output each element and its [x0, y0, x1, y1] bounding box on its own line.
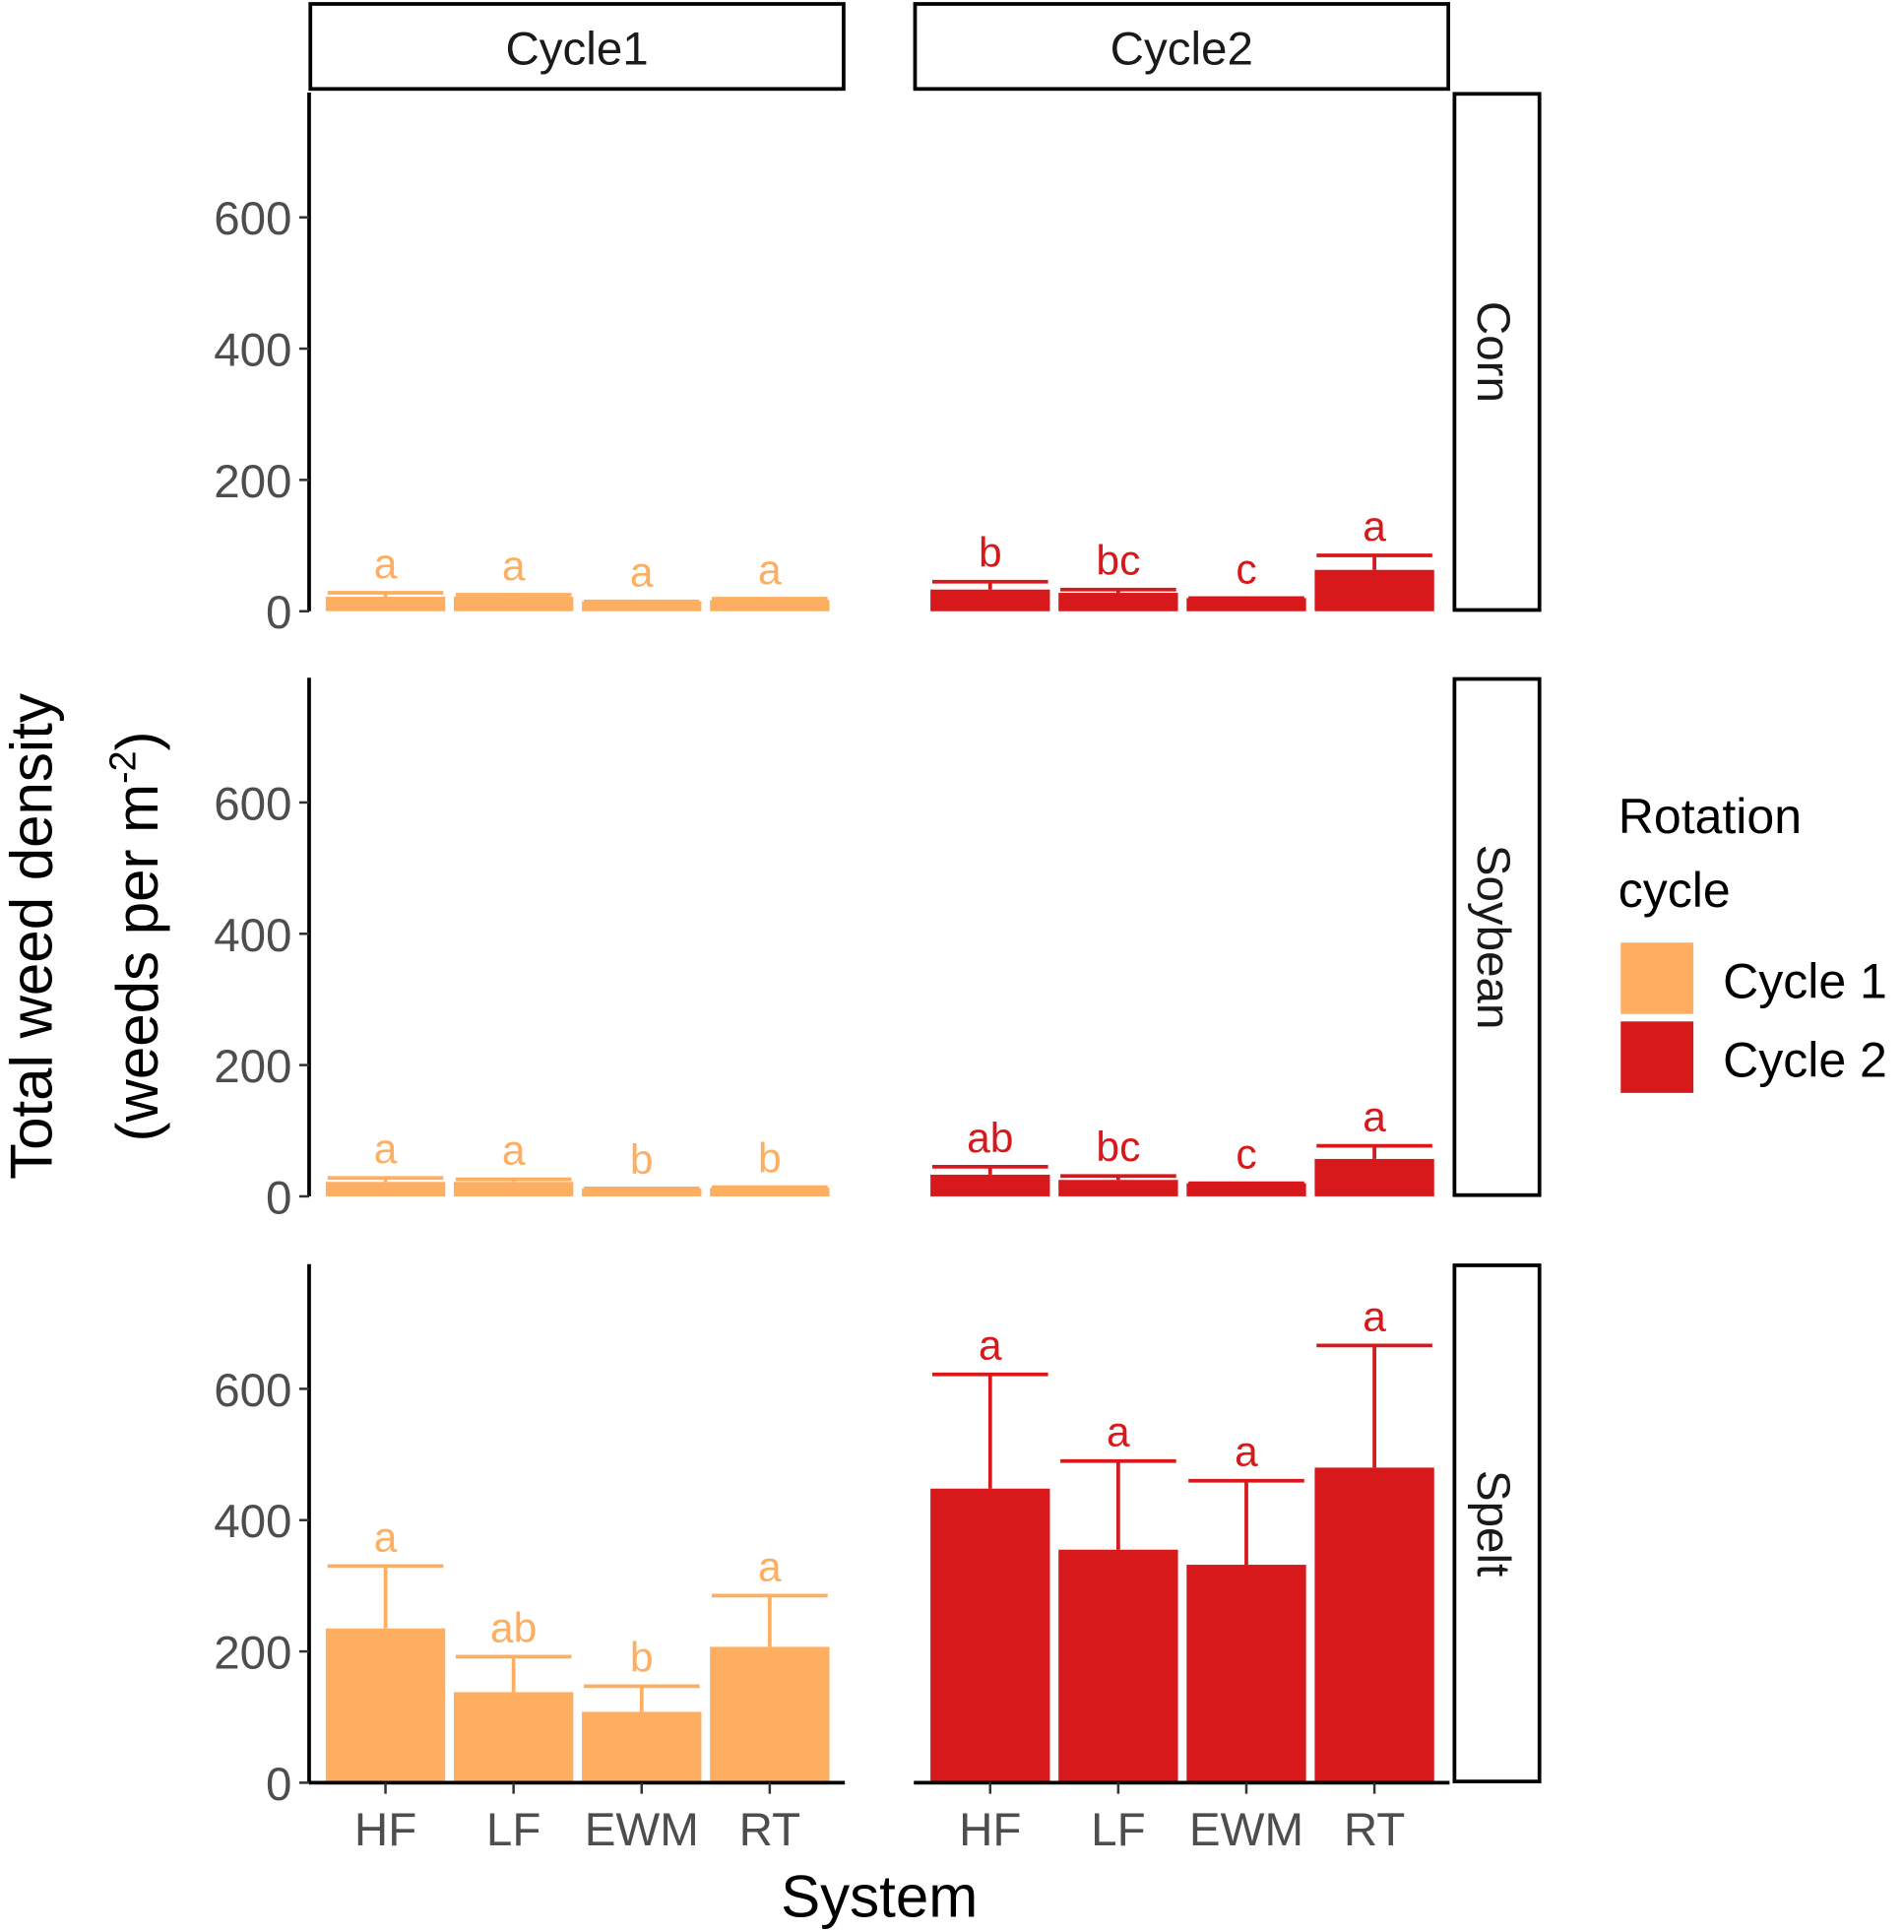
facet-strip-label: Cycle2 [1111, 23, 1253, 75]
bar-corn-cycle2-hf [930, 589, 1050, 612]
y-tick-label: 0 [266, 1759, 291, 1811]
bar-spelt-cycle1-rt [710, 1646, 830, 1783]
x-tick-label: RT [739, 1804, 800, 1856]
legend-title-line1: Rotation [1618, 789, 1802, 844]
bar-corn-cycle1-rt [710, 600, 830, 612]
bar-soybean-cycle2-ewm [1186, 1183, 1306, 1196]
y-tick-label: 400 [214, 910, 291, 962]
bar-spelt-cycle2-lf [1058, 1549, 1178, 1783]
significance-letter: c [1236, 1131, 1256, 1179]
bar-corn-cycle1-ewm [582, 601, 702, 612]
x-tick-label: LF [486, 1804, 540, 1856]
significance-letter: b [979, 530, 1002, 577]
significance-letter: a [1363, 1293, 1386, 1340]
significance-letter: a [374, 1513, 398, 1561]
y-axis-title-line1: Total weed density [0, 693, 65, 1180]
y-axis-title-line2: (weeds per m-2) [102, 731, 171, 1141]
y-tick-label: 200 [214, 456, 291, 508]
bar-soybean-cycle1-ewm [582, 1188, 702, 1196]
significance-letter: b [630, 1136, 654, 1184]
y-tick-label: 200 [214, 1041, 291, 1093]
facet-strip-spelt [1452, 1263, 1542, 1784]
significance-letter: a [1235, 1429, 1258, 1476]
significance-letter: a [758, 1543, 782, 1590]
significance-letter: c [1236, 546, 1256, 593]
facet-strip-label: Cycle1 [505, 23, 648, 75]
x-axis-title: System [781, 1864, 978, 1930]
legend-key-cycle1 [1620, 942, 1694, 1014]
significance-letter: a [1363, 503, 1386, 550]
facet-strip-label: Corn [1467, 301, 1519, 403]
facet-strip-cycle2 [913, 2, 1451, 92]
y-tick-label: 600 [214, 193, 291, 245]
y-tick-label: 0 [266, 1172, 291, 1224]
bar-corn-cycle1-hf [325, 597, 446, 612]
bar-soybean-cycle1-hf [325, 1182, 446, 1196]
legend-label-cycle2: Cycle 2 [1723, 1033, 1887, 1088]
significance-letter: a [758, 547, 782, 594]
significance-letter: a [979, 1322, 1002, 1370]
significance-letter: a [502, 543, 526, 590]
legend-title-line2: cycle [1618, 863, 1731, 918]
y-tick-label: 200 [214, 1628, 291, 1680]
facet-strip-label: Spelt [1467, 1470, 1519, 1577]
significance-letter: b [758, 1135, 782, 1183]
x-tick-label: HF [959, 1804, 1021, 1856]
y-tick-label: 400 [214, 1496, 291, 1548]
x-tick-label: EWM [585, 1804, 699, 1856]
bar-soybean-cycle1-lf [453, 1182, 574, 1196]
significance-letter: ab [490, 1604, 537, 1651]
bar-soybean-cycle2-hf [930, 1174, 1050, 1196]
significance-letter: bc [1096, 538, 1140, 585]
bar-spelt-cycle1-hf [325, 1628, 446, 1783]
bar-spelt-cycle1-ewm [582, 1711, 702, 1783]
bar-soybean-cycle2-rt [1314, 1158, 1434, 1196]
significance-letter: a [1363, 1094, 1386, 1141]
significance-letter: a [630, 549, 654, 597]
facet-strip-cycle1 [308, 2, 846, 92]
bar-corn-cycle2-ewm [1186, 598, 1306, 612]
significance-letter: a [374, 541, 398, 588]
y-tick-label: 400 [214, 325, 291, 377]
x-tick-label: EWM [1189, 1804, 1303, 1856]
bar-spelt-cycle1-lf [453, 1692, 574, 1783]
legend-key-cycle2 [1620, 1021, 1694, 1093]
bar-corn-cycle2-lf [1058, 593, 1178, 612]
significance-letter: a [374, 1126, 398, 1173]
bar-spelt-cycle2-ewm [1186, 1565, 1306, 1783]
facet-strip-corn [1452, 92, 1542, 612]
y-tick-label: 0 [266, 587, 291, 639]
bar-corn-cycle2-rt [1314, 569, 1434, 612]
facet-strip-label: Soybean [1467, 845, 1519, 1030]
x-tick-label: HF [354, 1804, 416, 1856]
y-tick-label: 600 [214, 1365, 291, 1417]
significance-letter: bc [1096, 1124, 1140, 1171]
significance-letter: a [1107, 1409, 1130, 1456]
bar-spelt-cycle2-rt [1314, 1467, 1434, 1783]
significance-letter: ab [967, 1115, 1013, 1162]
y-tick-label: 600 [214, 778, 291, 830]
significance-letter: b [630, 1634, 654, 1681]
bar-corn-cycle1-lf [453, 597, 574, 612]
x-tick-label: LF [1091, 1804, 1145, 1856]
x-tick-label: RT [1344, 1804, 1405, 1856]
bar-soybean-cycle1-rt [710, 1188, 830, 1196]
legend-label-cycle1: Cycle 1 [1723, 954, 1887, 1009]
significance-letter: a [502, 1127, 526, 1175]
bar-soybean-cycle2-lf [1058, 1180, 1178, 1196]
bar-spelt-cycle2-hf [930, 1488, 1050, 1783]
facet-strip-soybean [1452, 676, 1542, 1197]
